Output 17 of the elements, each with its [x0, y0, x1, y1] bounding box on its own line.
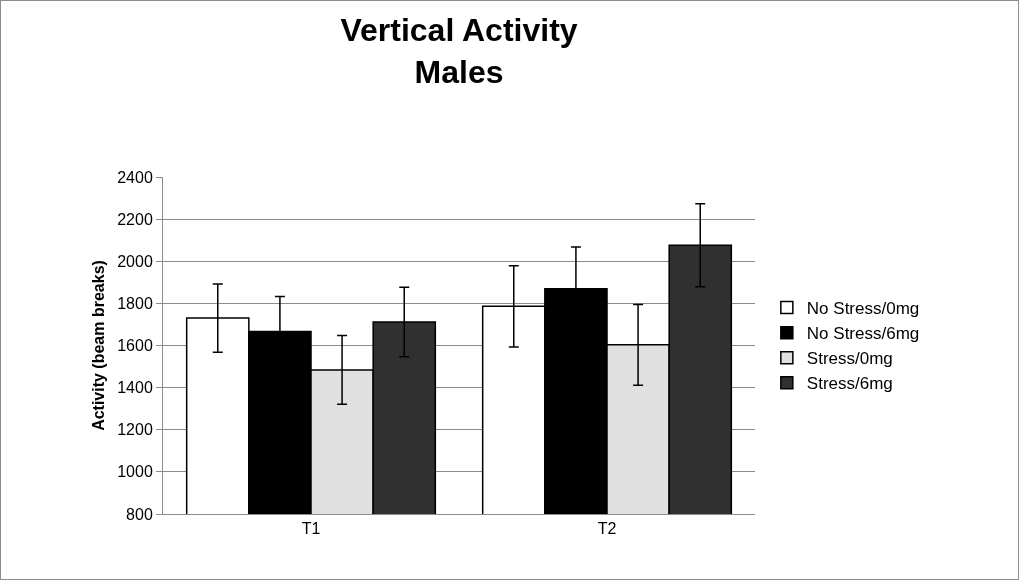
legend-label: Stress/6mg — [806, 374, 893, 394]
y-tick-label: 1000 — [117, 463, 153, 481]
y-axis-title: Activity (beam breaks) — [90, 260, 108, 431]
x-tick-label: T2 — [597, 520, 617, 538]
y-tick-label: 1800 — [117, 294, 153, 312]
chart-title: Vertical Activity Males — [340, 12, 578, 91]
x-tick-label: T1 — [301, 520, 321, 538]
legend-label: No Stress/0mg — [806, 299, 920, 319]
legend-label: No Stress/6mg — [806, 324, 920, 344]
y-tick-label: 2400 — [117, 168, 153, 186]
legend-label: Stress/0mg — [806, 349, 893, 369]
y-tick-label: 2200 — [117, 210, 153, 228]
y-tick-label: 1400 — [117, 379, 153, 397]
y-tick-label: 1200 — [117, 421, 153, 439]
y-tick-label: 800 — [126, 505, 153, 523]
y-tick-label: 1600 — [117, 337, 153, 355]
y-tick-label: 2000 — [117, 252, 153, 270]
